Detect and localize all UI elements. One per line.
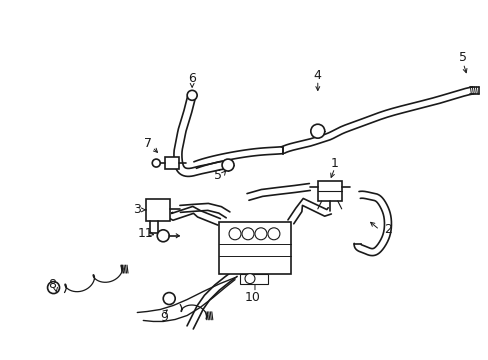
Bar — [219, 222, 290, 274]
Circle shape — [163, 293, 175, 305]
Circle shape — [152, 159, 160, 167]
Text: 7: 7 — [144, 137, 152, 150]
Circle shape — [267, 228, 279, 240]
Bar — [240, 274, 267, 284]
Text: 6: 6 — [188, 72, 196, 85]
Bar — [165, 157, 179, 169]
Circle shape — [254, 228, 266, 240]
Bar — [317, 181, 341, 201]
Text: 1: 1 — [330, 157, 338, 170]
Text: 5: 5 — [458, 51, 467, 64]
Text: 4: 4 — [313, 69, 321, 82]
Text: 5: 5 — [214, 168, 222, 181]
Text: 10: 10 — [244, 291, 261, 304]
Text: 11: 11 — [137, 227, 153, 240]
Circle shape — [310, 124, 324, 138]
Bar — [146, 199, 170, 221]
Circle shape — [242, 228, 253, 240]
Text: 9: 9 — [160, 311, 168, 324]
Circle shape — [47, 282, 60, 293]
Text: 8: 8 — [48, 278, 57, 291]
Circle shape — [244, 274, 254, 284]
Text: 2: 2 — [383, 223, 391, 236]
Circle shape — [222, 159, 234, 171]
Circle shape — [157, 230, 169, 242]
Text: 3: 3 — [133, 203, 141, 216]
Circle shape — [228, 228, 241, 240]
Circle shape — [187, 90, 197, 100]
